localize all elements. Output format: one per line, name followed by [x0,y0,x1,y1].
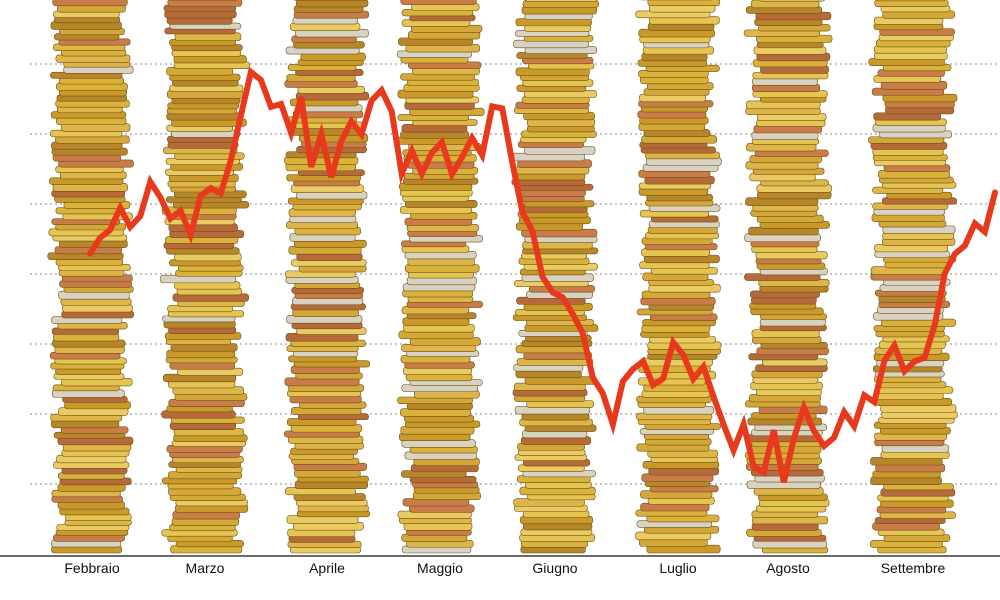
trend-line [87,66,998,483]
category-label: Giugno [532,560,577,576]
coin [525,0,598,2]
coin [750,0,820,9]
category-label: Febbraio [64,560,119,576]
coin-stack-marzo [159,0,250,554]
coin [167,0,243,7]
category-label: Agosto [766,560,810,576]
category-label: Maggio [417,560,463,576]
coin-stack-luglio [635,0,722,554]
coin [52,0,128,7]
coin [296,0,369,8]
coin-stack-maggio [396,0,485,554]
coin [759,0,826,2]
coin [875,0,946,2]
coin-stacks [47,0,958,554]
category-label: Settembre [881,560,946,576]
coin-stack-aprile [283,0,371,554]
category-label: Luglio [659,560,697,576]
coin-stack-febbraio [47,0,135,554]
category-labels: Febbraio Marzo Aprile Maggio Giugno Luglio Ago… [64,560,945,576]
coin [400,0,477,5]
category-label: Aprile [309,560,345,576]
coin-stack-giugno [511,0,599,554]
coin [874,0,949,7]
coin [647,0,721,7]
category-label: Marzo [186,560,225,576]
